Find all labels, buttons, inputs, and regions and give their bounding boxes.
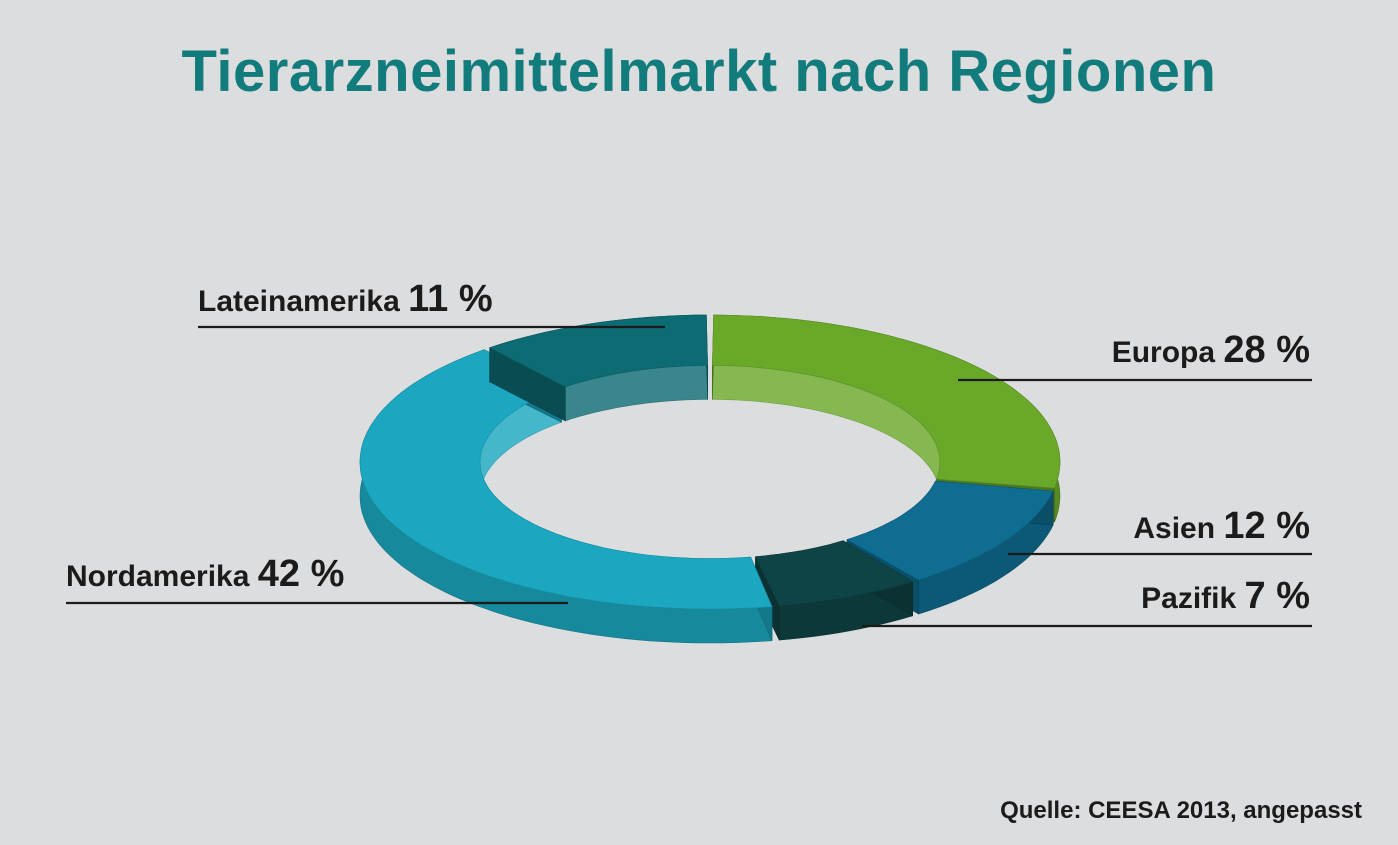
label-lateinamerika: Lateinamerika 11 % <box>198 278 493 320</box>
slice-top <box>712 314 1061 489</box>
slice-top <box>488 314 708 388</box>
label-nordamerika: Nordamerika 42 % <box>66 553 344 595</box>
slice-asien <box>846 480 1054 615</box>
source-note: Quelle: CEESA 2013, angepasst <box>1000 797 1362 824</box>
label-asien: Asien 12 % <box>1133 505 1310 547</box>
chart-title: Tierarzneimittelmarkt nach Regionen <box>181 39 1217 104</box>
slice-labels: Europa 28 % Asien 12 % Pazifik 7 % Nordamer… <box>66 278 1312 628</box>
slice-lateinamerika <box>488 314 708 422</box>
donut-ring <box>359 314 1061 644</box>
slice-top <box>755 540 914 607</box>
slice-top <box>846 480 1054 581</box>
label-europa: Europa 28 % <box>1112 329 1310 371</box>
label-pazifik: Pazifik 7 % <box>1141 575 1310 617</box>
